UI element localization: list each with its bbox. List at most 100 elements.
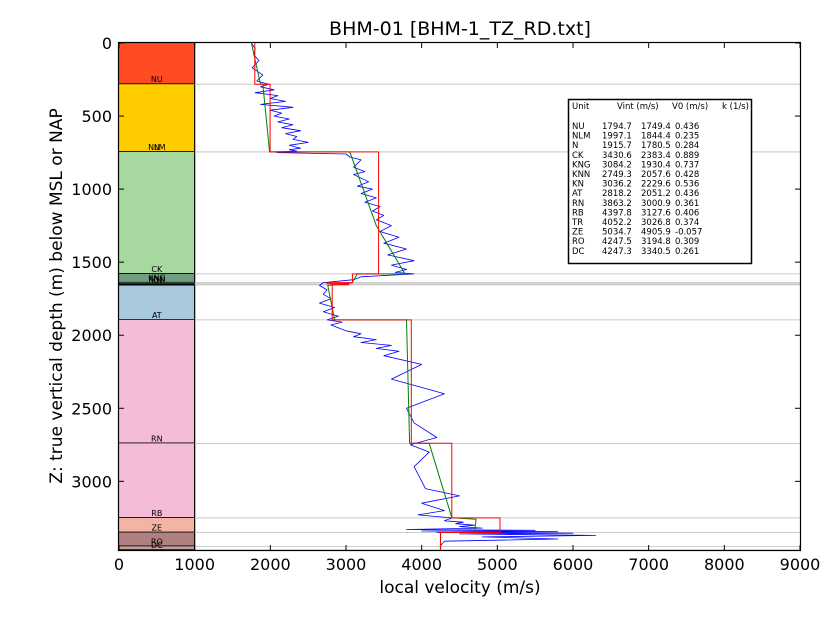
unit-block-rb: [119, 443, 195, 518]
interval-velocity-line: [254, 43, 501, 550]
table-cell: NU: [572, 122, 585, 132]
unit-block-rn: [119, 319, 195, 444]
table-cell: 0.309: [675, 237, 699, 247]
table-cell: 3026.8: [641, 218, 671, 228]
table-cell: ZE: [572, 228, 583, 238]
table-cell: RN: [572, 199, 584, 209]
table-cell: 0.737: [675, 160, 699, 170]
unit-label-nu: NU: [151, 75, 163, 84]
unit-label-rn: RN: [151, 434, 163, 443]
table-cell: KNN: [572, 170, 590, 180]
table-cell: 4397.8: [602, 208, 632, 218]
table-cell: 2057.6: [641, 170, 671, 180]
x-tick-label: 8000: [704, 555, 745, 574]
x-tick-label: 4000: [401, 555, 442, 574]
table-cell: KNG: [572, 160, 591, 170]
table-header-cell: Vint (m/s): [617, 102, 659, 112]
unit-label-n: N: [154, 143, 160, 152]
x-tick-label: 0: [114, 555, 124, 574]
table-cell: 4247.5: [602, 237, 632, 247]
unit-velocity-table: Unit Vint (m/s) V0 (m/s) k (1/s) NU 1794.7 174…: [567, 98, 753, 265]
table-frame: [567, 98, 753, 265]
series-layer: [250, 42, 597, 550]
table-cell: 2818.2: [602, 189, 632, 199]
table-cell: 0.428: [675, 170, 699, 180]
table-cell: 3000.9: [641, 199, 671, 209]
y-tick-label: 1000: [71, 180, 112, 199]
unit-label-ck: CK: [151, 265, 163, 274]
table-rows: Unit Vint (m/s) V0 (m/s) k (1/s) NU 1794.7 174…: [571, 102, 749, 257]
unit-block-kng: [119, 273, 195, 283]
table-cell: 5034.7: [602, 228, 632, 238]
y-tick-label: 1500: [71, 253, 112, 272]
table-cell: NLM: [572, 132, 590, 142]
table-cell: 3127.6: [641, 208, 671, 218]
unit-label-ze: ZE: [152, 523, 163, 532]
x-tick-label: 5000: [477, 555, 518, 574]
y-tick-label: 3000: [71, 472, 112, 491]
unit-label-rb: RB: [151, 509, 162, 518]
x-tick-label: 3000: [326, 555, 367, 574]
unit-label-nlm: NLM: [148, 143, 165, 152]
y-tick-label: 2000: [71, 326, 112, 345]
unit-label-at: AT: [152, 311, 162, 320]
table-cell: 0.889: [675, 151, 699, 161]
table-cell: 1749.4: [641, 122, 671, 132]
unit-label-ro: RO: [151, 537, 163, 546]
table-cell: 3430.6: [602, 151, 632, 161]
table-cell: 2229.6: [641, 180, 671, 190]
table-cell: 1780.5: [641, 141, 671, 151]
table-cell: 2749.3: [602, 170, 632, 180]
table-header-cell: k (1/s): [722, 102, 749, 112]
table-cell: 1915.7: [602, 141, 632, 151]
chart-title: BHM-01 [BHM-1_TZ_RD.txt]: [329, 18, 591, 40]
y-tick-label: 2500: [71, 399, 112, 418]
y-axis-label: Z: true vertical depth (m) below MSL or …: [47, 108, 67, 483]
table-cell: 2383.4: [641, 151, 671, 161]
y-tick-label: 0: [102, 34, 112, 53]
unit-block-ck: [119, 151, 195, 274]
table-cell: 0.235: [675, 132, 699, 142]
unit-block-at: [119, 285, 195, 320]
table-cell: 1997.1: [602, 132, 632, 142]
table-cell: N: [572, 141, 578, 151]
unit-label-dc: DC: [151, 541, 163, 550]
x-tick-label: 2000: [250, 555, 291, 574]
table-cell: 0.374: [675, 218, 699, 228]
x-axis-label: local velocity (m/s): [379, 578, 540, 598]
unit-label-kn: KN: [151, 276, 162, 285]
table-cell: 0.436: [675, 189, 699, 199]
unit-block-dc: [119, 546, 195, 550]
table-cell: DC: [572, 247, 585, 257]
table-cell: -0.057: [675, 228, 702, 238]
table-cell: 0.406: [675, 208, 699, 218]
unit-block-ze: [119, 517, 195, 533]
table-cell: 0.536: [675, 180, 699, 190]
table-cell: 1930.4: [641, 160, 671, 170]
unit-block-ro: [119, 532, 195, 547]
table-cell: KN: [572, 180, 584, 190]
table-cell: AT: [572, 189, 583, 199]
unit-label-kng: KNG: [148, 274, 165, 283]
table-cell: 1844.4: [641, 132, 671, 142]
table-cell: 1794.7: [602, 122, 632, 132]
table-header-cell: V0 (m/s): [672, 102, 708, 112]
table-cell: 3084.2: [602, 160, 632, 170]
table-cell: TR: [571, 218, 583, 228]
y-tick-label: 500: [81, 107, 112, 126]
table-cell: 3194.8: [641, 237, 671, 247]
table-cell: 4247.3: [602, 247, 632, 257]
table-cell: 0.261: [675, 247, 699, 257]
unit-block-nu: [119, 43, 195, 85]
x-tick-label: 9000: [780, 555, 821, 574]
table-cell: RB: [572, 208, 584, 218]
table-cell: 3863.2: [602, 199, 632, 209]
table-header-cell: Unit: [572, 102, 590, 112]
table-cell: 3340.5: [641, 247, 671, 257]
y-axis-ticks: 0 500 1000 1500 2000 2500 3000: [71, 34, 800, 491]
table-cell: 0.436: [675, 122, 699, 132]
table-cell: CK: [572, 151, 584, 161]
x-axis-ticks: 0 1000 2000 3000 4000 5000 6000 7000 8000 9000: [114, 43, 820, 574]
